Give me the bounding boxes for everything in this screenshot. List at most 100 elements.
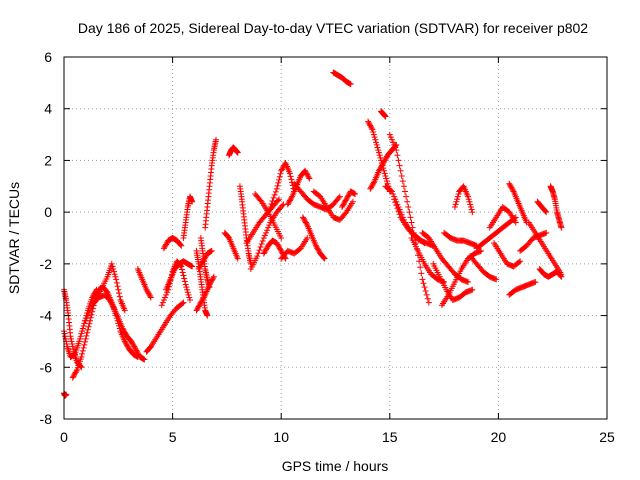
data-point xyxy=(301,216,308,223)
data-point xyxy=(395,208,402,215)
series-track-51 xyxy=(517,229,550,254)
data-point xyxy=(383,154,390,161)
data-point xyxy=(206,284,213,291)
data-point xyxy=(299,214,306,221)
data-point xyxy=(468,206,475,213)
data-point xyxy=(454,193,461,200)
series-track-32 xyxy=(339,188,359,210)
data-point xyxy=(419,276,426,283)
series-track-18 xyxy=(221,229,241,262)
series-track-44 xyxy=(451,183,476,216)
data-point xyxy=(507,183,514,190)
data-point xyxy=(286,198,293,205)
data-point xyxy=(108,300,115,307)
data-point xyxy=(199,297,206,304)
data-point xyxy=(133,347,140,354)
data-point xyxy=(469,209,476,216)
series-track-8 xyxy=(143,299,187,355)
data-point xyxy=(185,291,192,298)
data-point xyxy=(394,152,401,159)
data-point xyxy=(342,210,349,217)
data-point xyxy=(424,295,431,302)
data-point xyxy=(315,247,322,254)
data-point xyxy=(262,247,269,254)
data-point xyxy=(121,338,128,345)
series-track-12 xyxy=(180,193,196,241)
data-point xyxy=(181,275,188,282)
data-point xyxy=(279,165,286,172)
data-point xyxy=(63,341,70,348)
series-track-45 xyxy=(467,253,500,283)
data-point xyxy=(189,263,196,270)
data-point xyxy=(186,294,193,301)
data-point xyxy=(383,178,390,185)
x-tick-label: 0 xyxy=(60,429,68,445)
y-tick-label: 4 xyxy=(44,101,52,117)
data-point xyxy=(381,170,388,177)
data-point xyxy=(278,166,285,173)
data-point xyxy=(383,175,390,182)
data-point xyxy=(200,258,207,265)
data-point xyxy=(304,235,311,241)
data-point xyxy=(278,235,285,241)
series-track-6 xyxy=(61,390,70,399)
data-point xyxy=(213,136,220,143)
data-point xyxy=(202,254,209,261)
data-point xyxy=(110,266,117,273)
data-point xyxy=(83,332,90,339)
data-point xyxy=(287,196,294,203)
data-point xyxy=(276,176,283,183)
data-point xyxy=(115,286,122,293)
data-point xyxy=(69,343,76,350)
series-track-47 xyxy=(486,203,519,231)
x-tick-label: 25 xyxy=(599,429,615,445)
data-point xyxy=(264,227,271,234)
data-point xyxy=(304,171,311,178)
data-point xyxy=(135,351,142,358)
data-point xyxy=(371,134,378,141)
data-point xyxy=(81,320,88,327)
data-point xyxy=(273,240,280,247)
data-point xyxy=(260,235,267,241)
data-point xyxy=(286,170,293,177)
data-point xyxy=(84,312,91,319)
data-point xyxy=(558,224,565,231)
series-track-43 xyxy=(441,229,480,249)
data-point xyxy=(391,196,398,203)
data-point xyxy=(284,201,291,208)
data-point xyxy=(466,198,473,205)
data-point xyxy=(396,162,403,169)
data-point xyxy=(454,196,461,203)
data-point xyxy=(391,141,398,148)
data-point xyxy=(61,330,68,337)
data-point xyxy=(403,193,410,200)
data-point xyxy=(516,259,523,266)
data-point xyxy=(367,122,374,129)
series-track-17 xyxy=(202,136,220,231)
data-point xyxy=(400,183,407,190)
data-point xyxy=(506,180,513,187)
series-track-42 xyxy=(438,247,485,309)
data-point xyxy=(120,326,127,333)
data-point xyxy=(257,197,264,204)
data-point xyxy=(160,297,167,304)
data-point xyxy=(274,241,281,248)
data-point xyxy=(144,289,151,296)
data-point xyxy=(122,339,129,346)
data-point xyxy=(112,273,119,280)
data-point xyxy=(276,244,283,251)
data-point xyxy=(179,266,186,273)
data-point xyxy=(79,347,86,354)
data-point xyxy=(180,272,187,279)
data-point xyxy=(342,197,349,204)
data-point xyxy=(451,203,458,210)
data-point xyxy=(271,191,278,198)
data-point xyxy=(279,202,286,209)
data-point xyxy=(285,200,292,207)
data-point xyxy=(204,312,211,319)
data-point xyxy=(378,162,385,169)
series-track-48 xyxy=(491,240,524,270)
data-point xyxy=(349,198,356,205)
data-point xyxy=(288,176,295,183)
series-track-28 xyxy=(291,180,343,213)
